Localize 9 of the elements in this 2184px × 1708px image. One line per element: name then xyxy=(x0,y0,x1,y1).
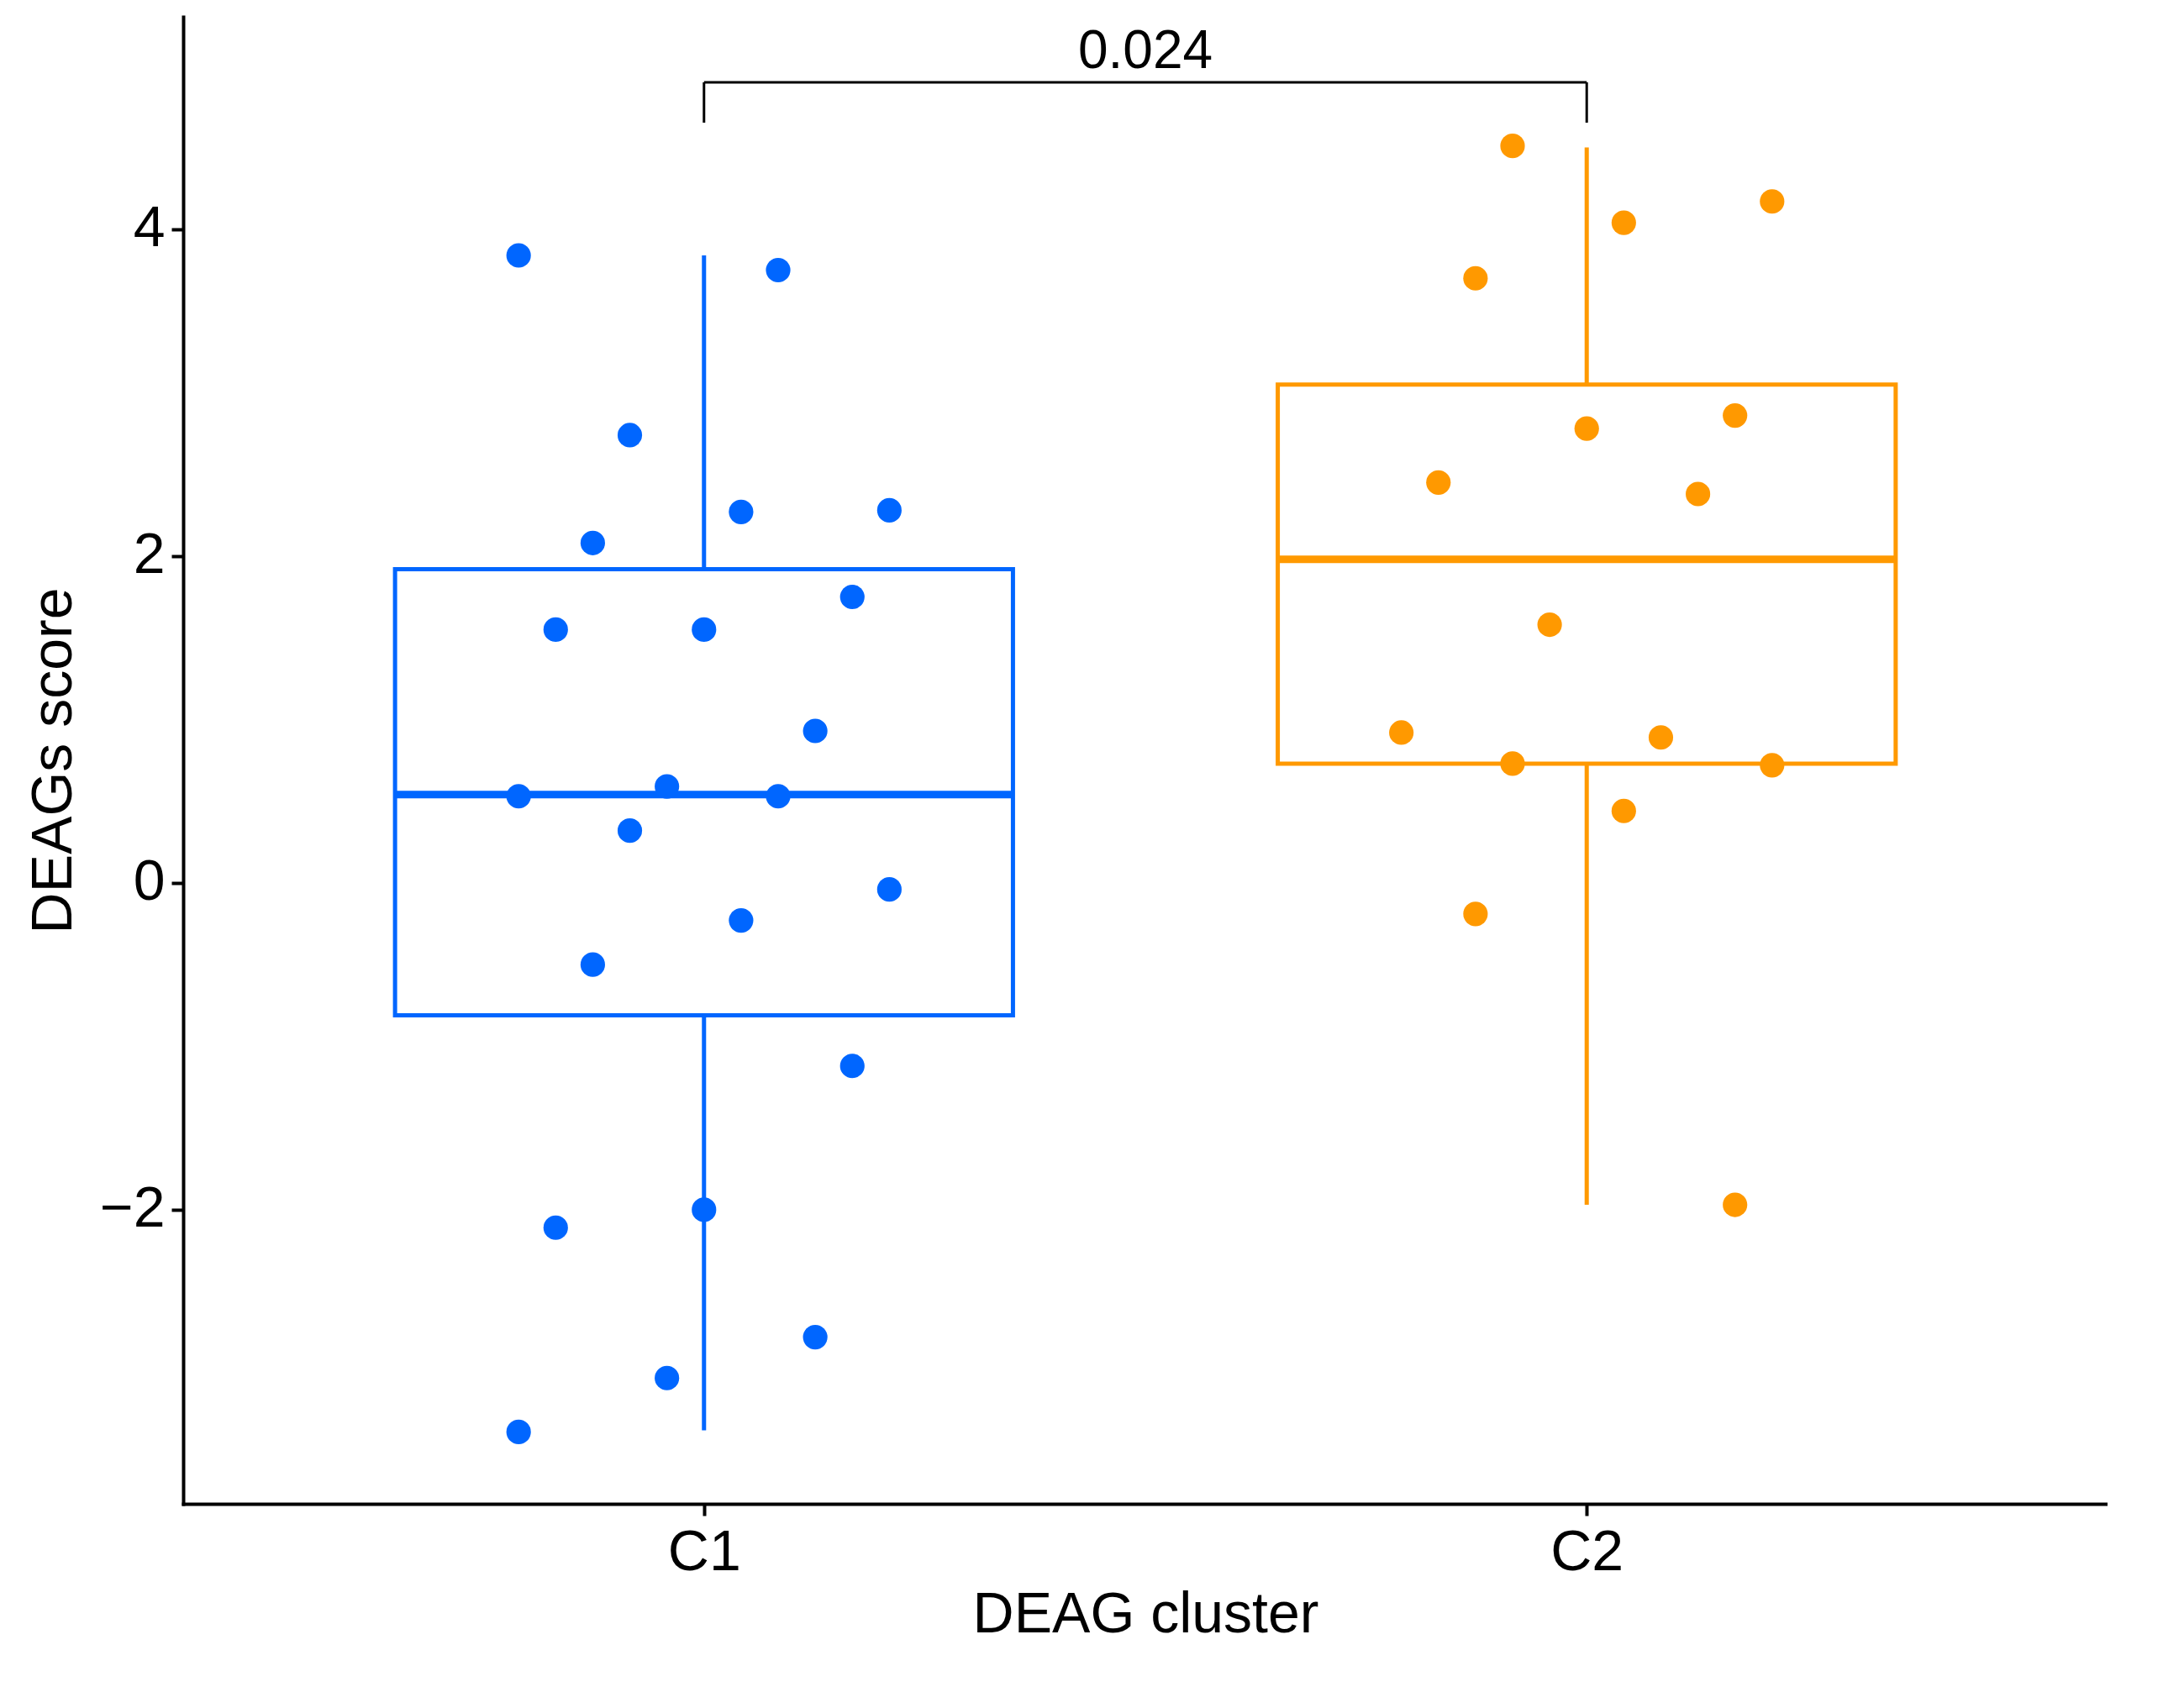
y-tick-label: 4 xyxy=(133,194,166,259)
y-tick-label: −2 xyxy=(99,1175,166,1239)
y-tick-label: 0 xyxy=(133,848,166,912)
annotation: 0.024 xyxy=(1077,19,1213,80)
x-tick-label: C1 xyxy=(667,1517,741,1582)
y-tick-label: 2 xyxy=(133,521,166,586)
y-axis-title: DEAGs score xyxy=(18,587,83,934)
x-tick-label: C2 xyxy=(1550,1517,1624,1582)
x-axis-title: DEAG cluster xyxy=(972,1579,1319,1644)
